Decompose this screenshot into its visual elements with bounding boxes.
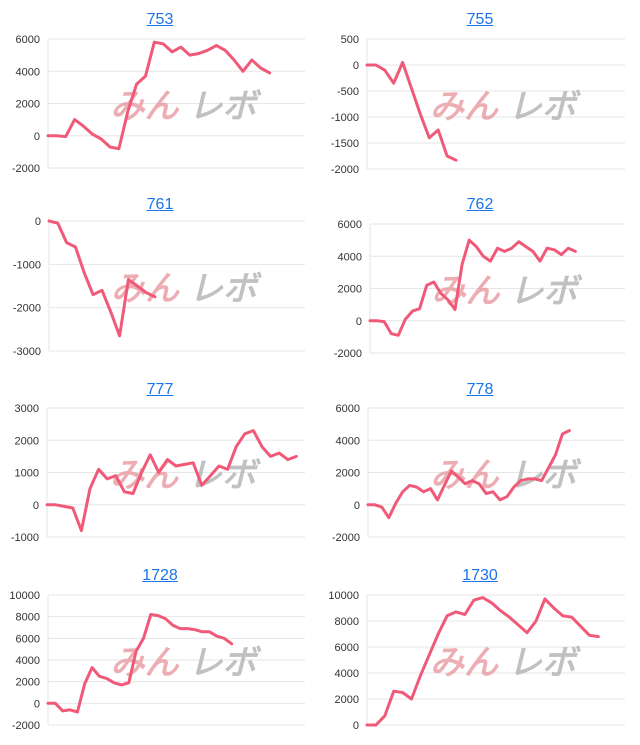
y-tick-label: -1000 bbox=[331, 112, 359, 124]
y-tick-label: 2000 bbox=[335, 694, 359, 706]
chart-panel-762: 762 -2000 0 2000 4000 6000 みん レボ bbox=[320, 185, 640, 370]
series-line bbox=[368, 238, 577, 337]
watermark-text-a: みん bbox=[431, 457, 500, 495]
y-tick-label: -2000 bbox=[13, 303, 41, 315]
chart-title-1730[interactable]: 1730 bbox=[462, 567, 498, 584]
chart-panel-777: 777 -1000 0 1000 2000 3000 みん レボ bbox=[0, 370, 320, 555]
series-line bbox=[45, 429, 298, 533]
y-tick-label: 6000 bbox=[335, 642, 359, 654]
chart-panel-778: 778 -2000 0 2000 4000 6000 みん レボ bbox=[320, 370, 640, 555]
chart-title-761[interactable]: 761 bbox=[146, 196, 174, 213]
y-tick-label: 0 bbox=[34, 131, 40, 143]
y-tick-label: -2000 bbox=[331, 164, 359, 176]
y-tick-label: 0 bbox=[354, 500, 360, 512]
y-tick-label: 2000 bbox=[16, 99, 40, 111]
y-tick-label: 6000 bbox=[338, 219, 362, 231]
y-tick-label: -3000 bbox=[13, 346, 41, 358]
y-tick-label: -2000 bbox=[12, 163, 40, 175]
chart-panel-755: 755 -2000 -1500 -1000 -500 0 500 みん レボ bbox=[320, 0, 640, 185]
series-line bbox=[46, 613, 234, 714]
watermark-text-b: レボ bbox=[510, 273, 583, 311]
y-tick-label: 500 bbox=[341, 34, 359, 46]
watermark-text-b: レボ bbox=[508, 88, 581, 126]
y-tick-label: -2000 bbox=[12, 720, 40, 732]
y-tick-label: 2000 bbox=[15, 435, 39, 447]
chart-panel-1728: 1728 -2000 0 2000 4000 6000 8000 10000 みん レボ bbox=[0, 555, 320, 745]
y-tick-label: 8000 bbox=[335, 616, 359, 628]
chart-panel-753: 753 -2000 0 2000 4000 6000 みん レボ bbox=[0, 0, 320, 185]
series-line bbox=[366, 429, 571, 520]
y-tick-label: 2000 bbox=[336, 468, 360, 480]
series-line bbox=[365, 596, 600, 727]
chart-svg-761: -3000 -2000 -1000 0 みん レボ bbox=[13, 216, 305, 358]
y-tick-label: 4000 bbox=[335, 668, 359, 680]
y-tick-label: 2000 bbox=[338, 284, 362, 296]
y-tick-label: 3000 bbox=[15, 403, 39, 415]
y-tick-label: 6000 bbox=[16, 34, 40, 46]
y-tick-label: -1500 bbox=[331, 138, 359, 150]
y-tick-label: 1000 bbox=[15, 468, 39, 480]
y-tick-label: -2000 bbox=[334, 348, 362, 360]
y-tick-label: 4000 bbox=[338, 251, 362, 263]
y-tick-label: 6000 bbox=[336, 403, 360, 415]
y-tick-label: 4000 bbox=[16, 66, 40, 78]
y-tick-label: 4000 bbox=[336, 435, 360, 447]
y-tick-label: 10000 bbox=[328, 590, 359, 602]
y-tick-label: -500 bbox=[337, 86, 359, 98]
chart-title-762[interactable]: 762 bbox=[466, 196, 494, 213]
series-line bbox=[46, 40, 272, 151]
y-tick-label: 0 bbox=[35, 216, 41, 228]
chart-svg-753: -2000 0 2000 4000 6000 みん レボ bbox=[12, 34, 305, 175]
watermark-text-b: レボ bbox=[508, 644, 581, 682]
chart-panel-1730: 1730 0 2000 4000 6000 8000 10000 みん レボ bbox=[320, 555, 640, 745]
y-tick-label: -1000 bbox=[13, 259, 41, 271]
watermark-text-a: みん bbox=[432, 273, 501, 311]
y-tick-label: 8000 bbox=[16, 612, 40, 624]
y-tick-label: 10000 bbox=[9, 590, 40, 602]
chart-title-1728[interactable]: 1728 bbox=[142, 567, 178, 584]
y-tick-label: 0 bbox=[353, 720, 359, 732]
chart-title-777[interactable]: 777 bbox=[146, 381, 174, 398]
chart-title-778[interactable]: 778 bbox=[466, 381, 494, 398]
y-tick-label: 0 bbox=[353, 60, 359, 72]
watermark-text-b: レボ bbox=[189, 270, 262, 308]
watermark-text-a: みん bbox=[430, 644, 499, 682]
chart-title-753[interactable]: 753 bbox=[146, 11, 174, 28]
chart-panel-761: 761 -3000 -2000 -1000 0 みん レボ bbox=[0, 185, 320, 370]
y-tick-label: 2000 bbox=[16, 677, 40, 689]
y-tick-label: 0 bbox=[33, 500, 39, 512]
watermark-text-b: レボ bbox=[189, 644, 262, 682]
chart-svg-1730: 0 2000 4000 6000 8000 10000 みん レボ bbox=[328, 590, 625, 732]
watermark-text-b: レボ bbox=[188, 457, 261, 495]
watermark-text-a: みん bbox=[430, 88, 499, 126]
watermark-text-b: レボ bbox=[189, 88, 262, 126]
y-tick-label: 0 bbox=[356, 316, 362, 328]
chart-svg-1728: -2000 0 2000 4000 6000 8000 10000 みん レボ bbox=[9, 590, 305, 732]
watermark-text-a: みん bbox=[111, 644, 180, 682]
y-tick-label: -1000 bbox=[11, 532, 39, 544]
watermark-text-a: みん bbox=[111, 88, 180, 126]
y-tick-label: -2000 bbox=[332, 532, 360, 544]
watermark-text-a: みん bbox=[111, 270, 180, 308]
chart-svg-755: -2000 -1500 -1000 -500 0 500 みん レボ bbox=[331, 34, 625, 176]
y-tick-label: 0 bbox=[34, 698, 40, 710]
chart-svg-762: -2000 0 2000 4000 6000 みん レボ bbox=[334, 219, 625, 360]
y-tick-label: 6000 bbox=[16, 633, 40, 645]
series-line bbox=[47, 219, 157, 338]
y-tick-label: 4000 bbox=[16, 655, 40, 667]
series-line bbox=[365, 60, 458, 162]
chart-title-755[interactable]: 755 bbox=[466, 11, 494, 28]
